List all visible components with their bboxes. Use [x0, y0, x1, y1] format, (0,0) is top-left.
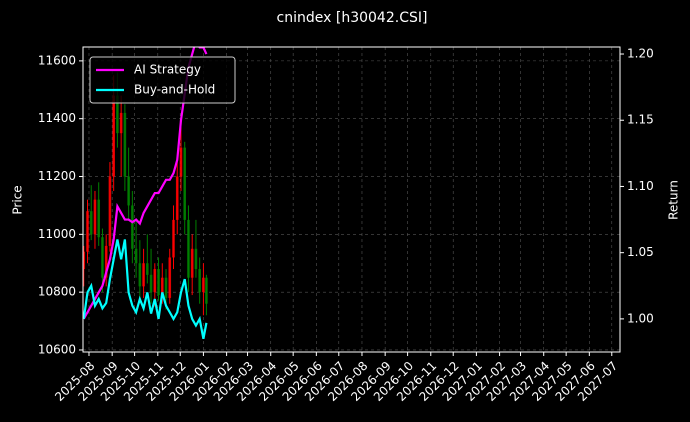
candle-body [134, 248, 138, 264]
candle-body [89, 211, 93, 235]
candle-body [205, 277, 208, 304]
candle-body [119, 112, 123, 134]
y2-tick-label: 1.20 [627, 47, 654, 61]
candle-body [101, 237, 104, 278]
candle-body [194, 248, 198, 270]
candle-body [164, 277, 168, 298]
candle-body [153, 269, 157, 293]
candle-body [202, 277, 205, 293]
candle-body [86, 211, 89, 252]
y2-tick-label: 1.05 [627, 245, 654, 259]
candle-body [149, 274, 153, 293]
candle-body [116, 95, 119, 134]
candle-body [138, 263, 142, 287]
candle-body [168, 257, 172, 298]
y2-tick-label: 1.00 [627, 311, 654, 325]
candle-body [160, 277, 164, 296]
candle-body [175, 176, 179, 220]
legend: AI Strategy Buy-and-Hold [89, 56, 236, 104]
candle-body [112, 95, 115, 177]
candle-body [131, 205, 134, 249]
candle-body [179, 147, 183, 177]
legend-box [89, 56, 236, 104]
legend-label: AI Strategy [134, 63, 201, 77]
candle-body [172, 219, 175, 258]
y-axis-label: Price [11, 185, 25, 214]
candle-body [157, 269, 160, 296]
y-tick-label: 11000 [38, 227, 76, 241]
y-tick-label: 10600 [38, 342, 76, 356]
chart-title: cnindex [h30042.CSI] [277, 10, 428, 26]
candle-body [146, 263, 149, 275]
candle-body [97, 199, 101, 238]
candle-body [187, 219, 190, 278]
candle-body [190, 248, 194, 278]
y-tick-label: 11200 [38, 169, 76, 183]
candle-body [127, 176, 130, 206]
candle-body [93, 199, 97, 235]
candle-body [198, 269, 201, 293]
y2-axis-label: Return [667, 180, 681, 220]
series-line [83, 239, 208, 339]
y-tick-label: 10800 [38, 285, 76, 299]
y2-tick-label: 1.15 [627, 113, 654, 127]
legend-label: Buy-and-Hold [134, 83, 215, 97]
candle-body [142, 263, 145, 287]
y-tick-label: 11600 [38, 53, 76, 67]
candle-body [83, 251, 86, 270]
candle-body [108, 176, 112, 246]
y-tick-label: 11400 [38, 111, 76, 125]
candle-body [123, 112, 127, 177]
plot-frame [82, 46, 621, 353]
candle-body [104, 245, 108, 278]
y2-tick-label: 1.10 [627, 179, 654, 193]
candle-body [183, 147, 187, 220]
